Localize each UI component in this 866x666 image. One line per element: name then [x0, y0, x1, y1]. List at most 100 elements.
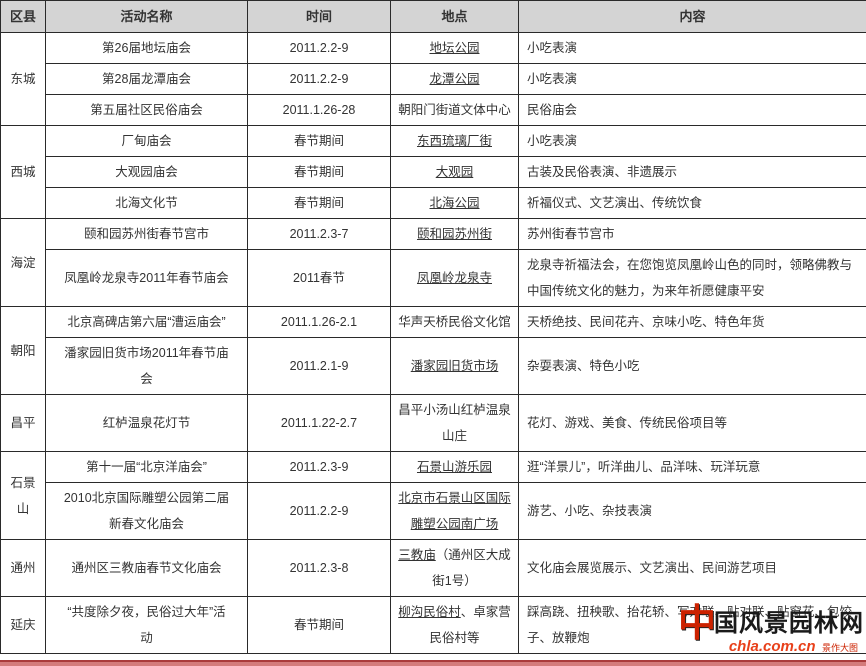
time-cell: 春节期间	[247, 156, 391, 188]
location-link[interactable]: 地坛公园	[429, 41, 480, 55]
time-cell: 春节期间	[247, 125, 391, 157]
fair-table-body: 东城 第26届地坛庙会 2011.2.2-9 地坛公园 小吃表演 第28届龙潭庙会 2011…	[0, 32, 866, 654]
table-row: 第五届社区民俗庙会 2011.1.26-28 朝阳门街道文体中心 民俗庙会	[1, 94, 866, 126]
location-link[interactable]: 石景山游乐园	[416, 460, 492, 474]
location-link[interactable]: 大观园	[435, 165, 474, 179]
district-cell: 昌平	[0, 394, 46, 452]
table-row: 通州 通州区三教庙春节文化庙会 2011.2.3-8 三教庙（通州区大成 街1号） 文化…	[0, 539, 866, 597]
activity-name-cell: 凤凰岭龙泉寺2011年春节庙会	[45, 249, 248, 307]
district-cell: 东城	[0, 32, 46, 126]
location-link[interactable]: 凤凰岭龙泉寺	[416, 271, 492, 285]
activity-name-cell: 第五届社区民俗庙会	[45, 94, 248, 126]
activity-name-cell: 北海文化节	[45, 187, 248, 219]
table-row: 第28届龙潭庙会 2011.2.2-9 龙潭公园 小吃表演	[1, 63, 866, 95]
table-row: 延庆 “共度除夕夜，民俗过大年”活 动春节期间 柳沟民俗村、卓家营 民俗村等 踩高跷、…	[0, 596, 866, 654]
content-cell: 龙泉寺祈福法会，在您饱览凤凰岭山色的同时，领略佛教与中国传统文化的魅力，为来年祈…	[518, 249, 866, 307]
location-cell: 华声天桥民俗文化馆	[390, 306, 519, 338]
header-content: 内容	[518, 0, 866, 33]
table-header: 区县 活动名称 时间 地点 内容	[0, 0, 866, 33]
location-cell: 北京市石景山区国际 雕塑公园南广场	[390, 482, 519, 540]
location-cell: 凤凰岭龙泉寺	[390, 249, 519, 307]
location-link[interactable]: 柳沟民俗村	[398, 605, 461, 619]
content-cell: 小吃表演	[518, 125, 866, 157]
table-row: 东城 第26届地坛庙会 2011.2.2-9 地坛公园 小吃表演	[0, 32, 866, 126]
activity-name-cell: 通州区三教庙春节文化庙会	[45, 539, 248, 597]
location-link[interactable]: 颐和园苏州街	[416, 227, 492, 241]
location-text: 昌平小汤山红栌温泉 山庄	[398, 403, 511, 443]
district-cell: 西城	[0, 125, 46, 219]
content-cell: 文化庙会展览展示、文艺演出、民间游艺项目	[518, 539, 866, 597]
location-cell: 东西琉璃厂街	[390, 125, 519, 157]
district-cell: 海淀	[0, 218, 46, 307]
district-cell: 延庆	[0, 596, 46, 654]
content-cell: 祈福仪式、文艺演出、传统饮食	[518, 187, 866, 219]
time-cell: 2011.1.26-2.1	[247, 306, 391, 338]
table-row: 西城 厂甸庙会 春节期间 东西琉璃厂街 小吃表演	[0, 125, 866, 219]
location-cell: 龙潭公园	[390, 63, 519, 95]
time-cell: 春节期间	[247, 596, 391, 654]
content-cell: 逛“洋景儿”，听洋曲儿、品洋味、玩洋玩意	[518, 451, 866, 483]
content-cell: 游艺、小吃、杂技表演	[518, 482, 866, 540]
district-cell: 通州	[0, 539, 46, 597]
location-text: 华声天桥民俗文化馆	[398, 315, 511, 329]
district-cell: 朝阳	[0, 306, 46, 395]
time-cell: 2011春节	[247, 249, 391, 307]
time-cell: 2011.2.3-9	[247, 451, 391, 483]
activity-name-cell: 潘家园旧货市场2011年春节庙 会	[45, 337, 248, 395]
location-link[interactable]: 龙潭公园	[429, 72, 480, 86]
location-cell: 柳沟民俗村、卓家营 民俗村等	[390, 596, 519, 654]
location-cell: 颐和园苏州街	[390, 218, 519, 250]
time-cell: 2011.2.1-9	[247, 337, 391, 395]
activity-name-cell: 第26届地坛庙会	[45, 32, 248, 64]
location-cell: 大观园	[390, 156, 519, 188]
header-district: 区县	[0, 0, 46, 33]
location-text: （通州区大成 街1号）	[432, 548, 511, 588]
header-activity-name: 活动名称	[45, 0, 248, 33]
table-row: 2010北京国际雕塑公园第二届 新春文化庙会 2011.2.2-9 北京市石景山区国…	[1, 482, 866, 540]
location-cell: 昌平小汤山红栌温泉 山庄	[390, 394, 519, 452]
activity-name-cell: 大观园庙会	[45, 156, 248, 188]
location-link[interactable]: 三教庙	[398, 548, 436, 562]
activity-name-cell: “共度除夕夜，民俗过大年”活 动	[45, 596, 248, 654]
location-cell: 石景山游乐园	[390, 451, 519, 483]
table-row: 大观园庙会 春节期间 大观园 古装及民俗表演、非遗展示	[1, 156, 866, 188]
content-cell: 小吃表演	[518, 63, 866, 95]
location-cell: 地坛公园	[390, 32, 519, 64]
content-cell: 天桥绝技、民间花卉、京味小吃、特色年货	[518, 306, 866, 338]
time-cell: 2011.2.2-9	[247, 482, 391, 540]
district-cell: 石景 山	[0, 451, 46, 540]
content-cell: 苏州街春节宫市	[518, 218, 866, 250]
activity-name-cell: 颐和园苏州街春节宫市	[45, 218, 248, 250]
content-cell: 踩高跷、扭秧歌、抬花轿、写对联、贴对联、贴窗花、包饺子、放鞭炮	[518, 596, 866, 654]
location-link[interactable]: 北海公园	[429, 196, 480, 210]
header-location: 地点	[390, 0, 519, 33]
location-link[interactable]: 东西琉璃厂街	[416, 134, 492, 148]
time-cell: 2011.1.22-2.7	[247, 394, 391, 452]
activity-name-cell: 红栌温泉花灯节	[45, 394, 248, 452]
time-cell: 2011.2.2-9	[247, 32, 391, 64]
activity-name-cell: 北京高碑店第六届“漕运庙会”	[45, 306, 248, 338]
time-cell: 2011.2.2-9	[247, 63, 391, 95]
table-row: 石景 山第十一届“北京洋庙会” 2011.2.3-9 石景山游乐园 逛“洋景儿”，听洋…	[0, 451, 866, 540]
table-row: 凤凰岭龙泉寺2011年春节庙会 2011春节 凤凰岭龙泉寺 龙泉寺祈福法会，在您饱览凤…	[1, 249, 866, 307]
table-row: 北海文化节 春节期间 北海公园 祈福仪式、文艺演出、传统饮食	[1, 187, 866, 219]
activity-name-cell: 厂甸庙会	[45, 125, 248, 157]
time-cell: 2011.2.3-8	[247, 539, 391, 597]
location-link[interactable]: 北京市石景山区国际 雕塑公园南广场	[398, 491, 511, 531]
content-cell: 古装及民俗表演、非遗展示	[518, 156, 866, 188]
time-cell: 春节期间	[247, 187, 391, 219]
footer-bar	[0, 660, 866, 666]
location-cell: 朝阳门街道文体中心	[390, 94, 519, 126]
location-cell: 三教庙（通州区大成 街1号）	[390, 539, 519, 597]
location-link[interactable]: 潘家园旧货市场	[410, 359, 499, 373]
header-time: 时间	[247, 0, 391, 33]
content-cell: 花灯、游戏、美食、传统民俗项目等	[518, 394, 866, 452]
content-cell: 小吃表演	[518, 32, 866, 64]
header-row: 区县 活动名称 时间 地点 内容	[0, 0, 866, 33]
table-row: 海淀 颐和园苏州街春节宫市 2011.2.3-7 颐和园苏州街 苏州街春节宫市	[0, 218, 866, 307]
content-cell: 杂耍表演、特色小吃	[518, 337, 866, 395]
activity-name-cell: 第十一届“北京洋庙会”	[45, 451, 248, 483]
table-row: 潘家园旧货市场2011年春节庙 会 2011.2.1-9 潘家园旧货市场 杂耍表演、特…	[1, 337, 866, 395]
content-cell: 民俗庙会	[518, 94, 866, 126]
